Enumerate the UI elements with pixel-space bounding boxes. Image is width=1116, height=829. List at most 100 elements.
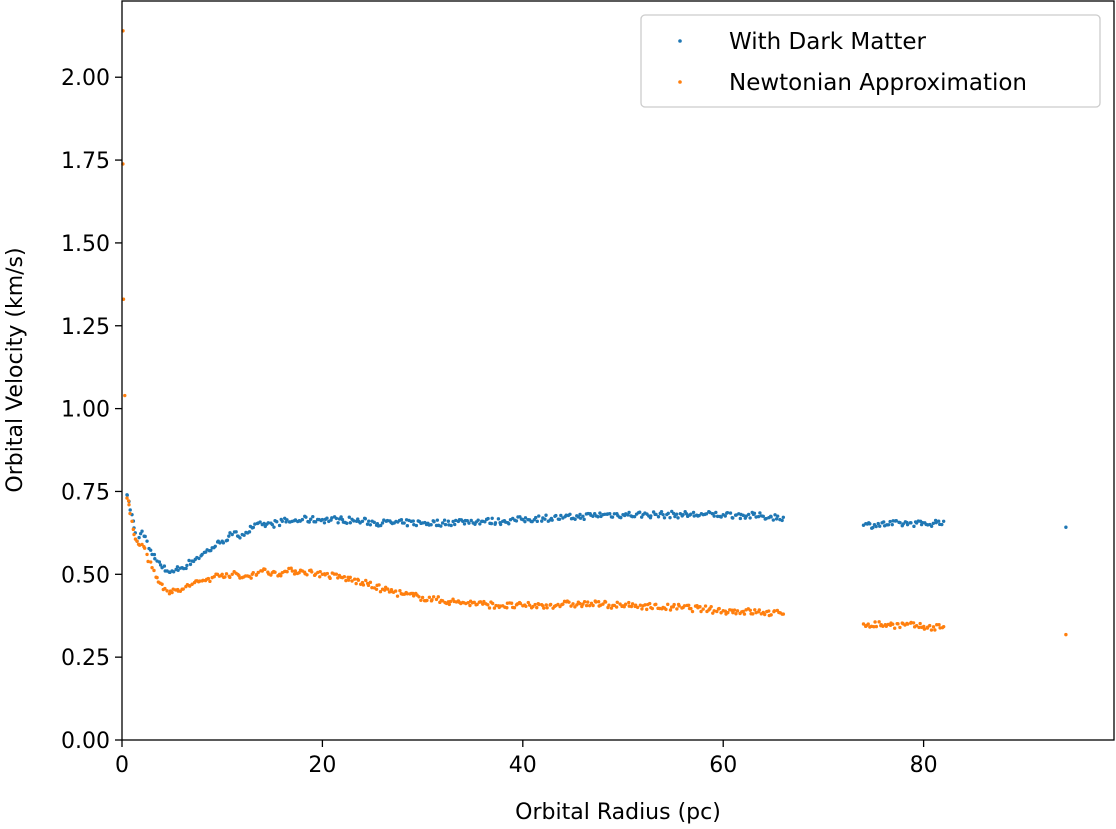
data-point-series-0-46 (741, 513, 745, 518)
data-point-series-1-fill (772, 609, 777, 613)
legend-label-with-dark-matter: With Dark Matter (729, 29, 927, 55)
data-point-series-0-fill (469, 518, 473, 523)
data-point-series-1-fill (757, 608, 762, 612)
data-point-series-1-fill (922, 624, 926, 629)
data-point-series-1-fill (715, 609, 719, 614)
data-point-series-0-22 (280, 519, 285, 523)
data-point-series-0-fill (443, 522, 448, 527)
data-point-series-0-fill (673, 514, 677, 519)
data-point-series-0-26 (340, 517, 345, 522)
data-point-series-0-fill (483, 520, 487, 524)
data-point-series-1-fill (567, 600, 571, 604)
data-point-series-0-fill (339, 515, 343, 519)
data-point-series-1-fill (468, 603, 472, 608)
x-tick-label: 40 (509, 753, 537, 778)
data-point-series-0-fill (537, 514, 541, 518)
data-point-series-0-fill (689, 512, 693, 516)
data-point-series-0-fill (399, 518, 404, 522)
data-point-series-1-fill (769, 613, 773, 617)
data-point-series-0-24 (300, 517, 305, 522)
data-point-series-1-fill (206, 576, 211, 581)
data-point-series-1-fill (723, 609, 728, 613)
data-point-series-0-fill (188, 562, 193, 567)
data-point-series-0-fill (934, 520, 938, 525)
data-point-series-0-fill (748, 516, 752, 520)
data-point-series-1-fill (672, 602, 676, 607)
data-point-series-1-fill (350, 579, 354, 583)
data-point-series-1-fill (223, 575, 227, 579)
data-point-series-0-fill (325, 516, 329, 520)
data-point-series-1-fill (917, 625, 921, 630)
data-point-series-1-fill (352, 577, 357, 581)
data-point-series-1-fill (417, 595, 421, 599)
data-point-series-1-fill (937, 623, 941, 627)
data-point-series-1-19 (230, 572, 234, 576)
data-point-series-1-fill (285, 570, 289, 574)
data-point-series-1-fill (726, 610, 730, 615)
data-point-series-1-fill (256, 570, 260, 575)
data-point-series-1-50 (781, 612, 786, 616)
data-point-series-1-fill (931, 625, 936, 629)
data-point-series-0-48 (781, 515, 786, 520)
data-point-series-1-fill (512, 605, 517, 610)
data-point-series-1-fill (732, 608, 737, 612)
data-point-series-1-fill (633, 603, 638, 607)
data-point-series-0-fill (465, 519, 469, 523)
data-point-series-0-14 (200, 552, 204, 557)
data-point-series-0-fill (671, 511, 676, 516)
data-point-series-0-fill (738, 516, 743, 521)
data-point-series-1-fill (630, 602, 635, 606)
data-point-series-0-fill (929, 524, 934, 528)
data-point-series-1-fill (872, 625, 876, 629)
data-point-series-1-48 (741, 609, 745, 614)
data-point-series-0-53 (1064, 525, 1068, 529)
data-point-series-1-15 (190, 582, 194, 586)
data-point-series-0-fill (596, 515, 600, 519)
data-point-series-0-27 (360, 519, 365, 523)
data-point-series-1-fill (128, 511, 132, 516)
data-point-series-0-fill (225, 538, 230, 542)
data-point-series-0-fill (258, 520, 262, 524)
x-tick-label: 60 (709, 753, 737, 778)
data-point-series-1-fill (542, 606, 546, 610)
data-point-series-0-fill (171, 570, 176, 574)
data-point-series-0-fill (715, 514, 720, 519)
data-point-series-1-fill (896, 622, 900, 626)
data-point-series-1-fill (346, 578, 351, 582)
data-point-series-1-fill (767, 609, 771, 613)
data-point-series-1-fill (526, 600, 530, 605)
data-points-layer (121, 29, 1068, 637)
data-point-series-1-fill (318, 569, 322, 574)
y-axis-title: Orbital Velocity (km/s) (3, 247, 28, 492)
data-point-series-1-fill (142, 546, 147, 550)
data-point-series-1-fill (149, 560, 153, 564)
data-point-series-0-fill (888, 519, 892, 524)
data-point-series-1-fill (494, 603, 498, 608)
data-point-series-1-fill (524, 604, 528, 609)
y-axis-ticks: 0.00 0.25 0.50 0.75 1.00 1.25 1.50 1.75 2.00 (61, 66, 122, 754)
data-point-series-0-fill (758, 511, 762, 515)
data-point-series-0-fill (731, 516, 735, 520)
data-point-series-0-fill (659, 509, 664, 514)
plot-frame (121, 0, 1115, 741)
data-point-series-0-fill (242, 533, 246, 537)
data-point-series-1-6 (135, 539, 139, 543)
legend-marker-with-dark-matter (678, 39, 682, 43)
data-point-series-1-fill (650, 606, 655, 611)
data-point-series-1-fill (370, 585, 374, 590)
data-point-series-0-fill (152, 552, 157, 557)
data-point-series-0-fill (128, 508, 132, 512)
data-point-series-0-fill (307, 520, 311, 524)
data-point-series-1-fill (648, 601, 652, 606)
data-point-series-1-fill (505, 606, 509, 610)
data-point-series-1-fill (918, 621, 922, 626)
data-point-series-0-fill (334, 516, 339, 521)
data-point-series-1-fill (305, 573, 309, 577)
data-point-series-0-fill (936, 519, 941, 523)
data-point-series-1-fill (596, 600, 601, 604)
data-point-series-0-fill (486, 516, 490, 521)
data-point-series-1-9 (150, 565, 154, 570)
data-point-series-1-8 (145, 552, 149, 557)
data-point-series-1-fill (490, 601, 495, 606)
data-point-series-1-fill (645, 607, 649, 612)
